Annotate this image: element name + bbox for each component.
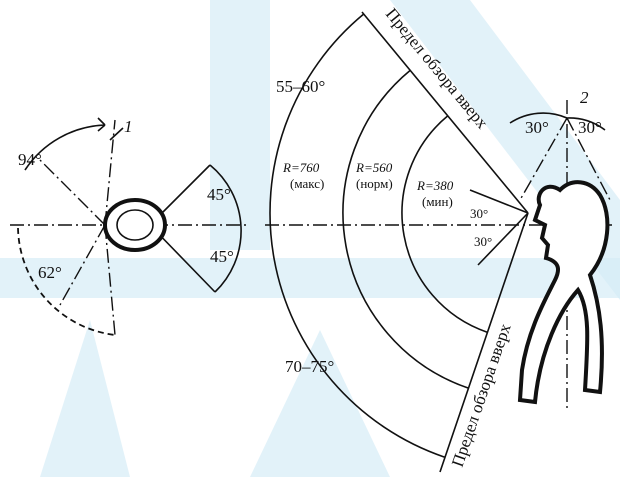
marker: 1 — [124, 117, 133, 136]
radius-note: (мин) — [422, 194, 453, 209]
angle-label: 45° — [207, 185, 231, 204]
angle-label: 45° — [210, 247, 234, 266]
angle-label: 30° — [470, 206, 488, 221]
angle-label: 94° — [18, 150, 42, 169]
angle-label: 30° — [578, 118, 602, 137]
angle-label: 55–60° — [276, 77, 325, 96]
view-arc — [342, 69, 469, 389]
marker: 2 — [580, 88, 589, 107]
view-arc — [269, 13, 445, 458]
angle-label: 62° — [38, 263, 62, 282]
radius-note: (макс) — [290, 176, 324, 191]
angle-label: 30° — [474, 234, 492, 249]
view-arc — [401, 115, 488, 333]
radius-note: (норм) — [356, 176, 393, 191]
angle-label: 70–75° — [285, 357, 334, 376]
radius-label: R=760 — [282, 160, 320, 175]
radius-label: R=380 — [416, 178, 454, 193]
left-view: 1 94° 62° 45° 45° — [10, 117, 250, 336]
angle-label: 30° — [525, 118, 549, 137]
radius-label: R=560 — [355, 160, 393, 175]
limit-label: Предел обзора вверх — [448, 321, 515, 470]
